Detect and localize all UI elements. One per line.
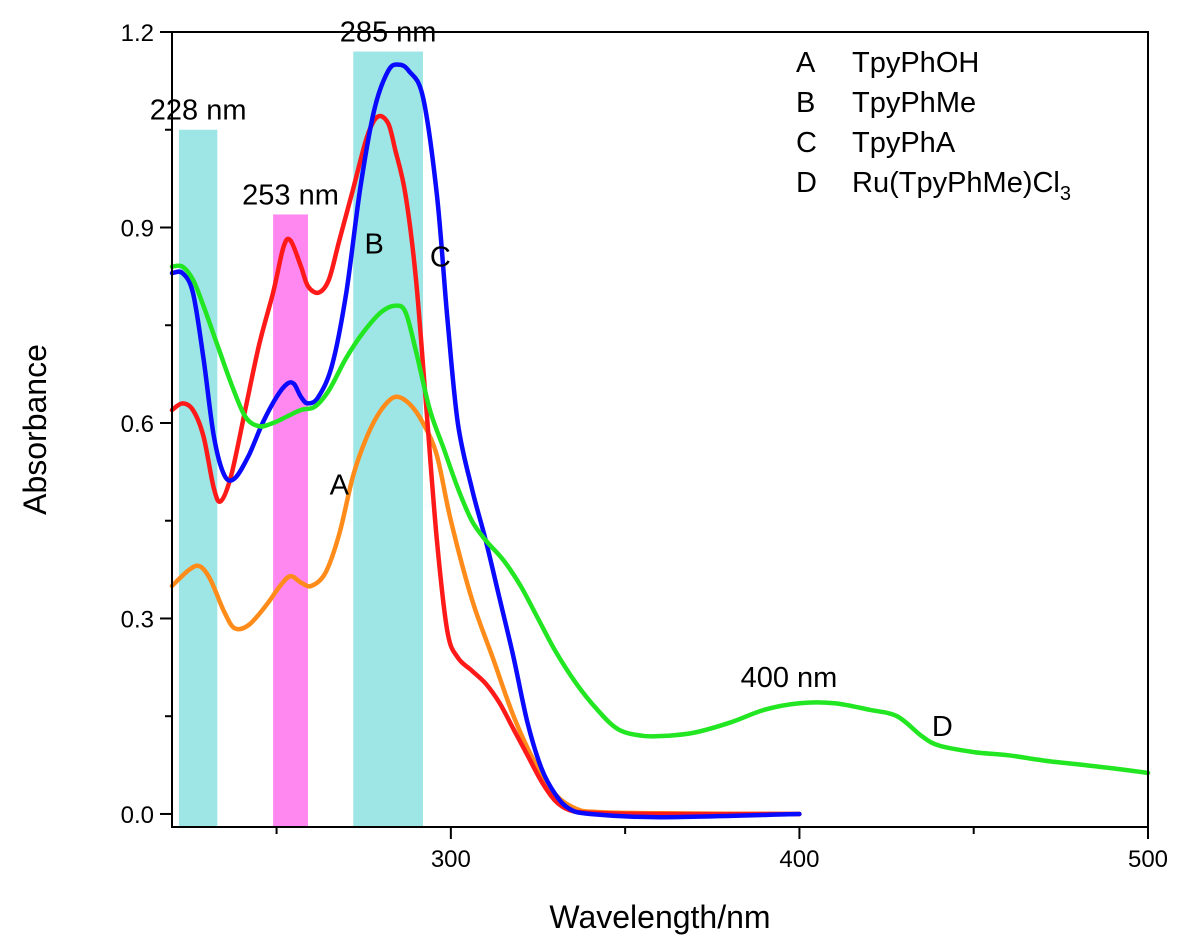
curve-labels: A B C D [330, 229, 953, 743]
series-lines [169, 62, 1151, 820]
series-line [169, 394, 802, 817]
y-tick-label: 0.9 [121, 215, 154, 242]
legend-entry: TpyPhMe [852, 87, 976, 119]
series-line [169, 62, 802, 820]
legend-letter: C [796, 127, 817, 159]
band-label: 253 nm [242, 179, 339, 211]
x-tick-label: 300 [431, 846, 471, 873]
peak-annotations: 400 nm [741, 662, 838, 694]
plot-frame [171, 31, 1149, 828]
series-line [169, 113, 802, 817]
legend: A TpyPhOH B TpyPhMe C TpyPhA D Ru(TpyPhMe)Cl3 [796, 47, 1071, 205]
legend-entry: Ru(TpyPhMe)Cl3 [852, 167, 1071, 205]
curve-label: D [932, 711, 953, 743]
legend-letter: A [796, 47, 816, 79]
curve-label: A [330, 470, 350, 502]
legend-entry: TpyPhA [852, 127, 956, 159]
x-tick-label: 500 [1128, 846, 1168, 873]
legend-letter: B [796, 87, 815, 119]
y-tick-label: 1.2 [121, 20, 154, 47]
y-tick-label: 0.0 [121, 802, 154, 829]
peak-annotation: 400 nm [741, 662, 838, 694]
y-tick-label: 0.3 [121, 606, 154, 633]
legend-entry: TpyPhOH [852, 47, 979, 79]
curve-label: C [430, 242, 451, 274]
x-tick-label: 400 [779, 846, 819, 873]
series-line [169, 263, 1151, 776]
y-axis-title: Absorbance [17, 344, 53, 515]
band-label: 228 nm [150, 95, 247, 127]
y-tick-label: 0.6 [121, 411, 154, 438]
legend-letter: D [796, 167, 817, 199]
axis-ticks: 300 400 500 0.0 0.3 0.6 0.9 1.2 [121, 20, 1168, 873]
curve-label: B [364, 229, 383, 261]
highlight-band [273, 214, 308, 828]
legend-subscript: 3 [1060, 183, 1071, 205]
x-axis-title: Wavelength/nm [549, 899, 770, 935]
